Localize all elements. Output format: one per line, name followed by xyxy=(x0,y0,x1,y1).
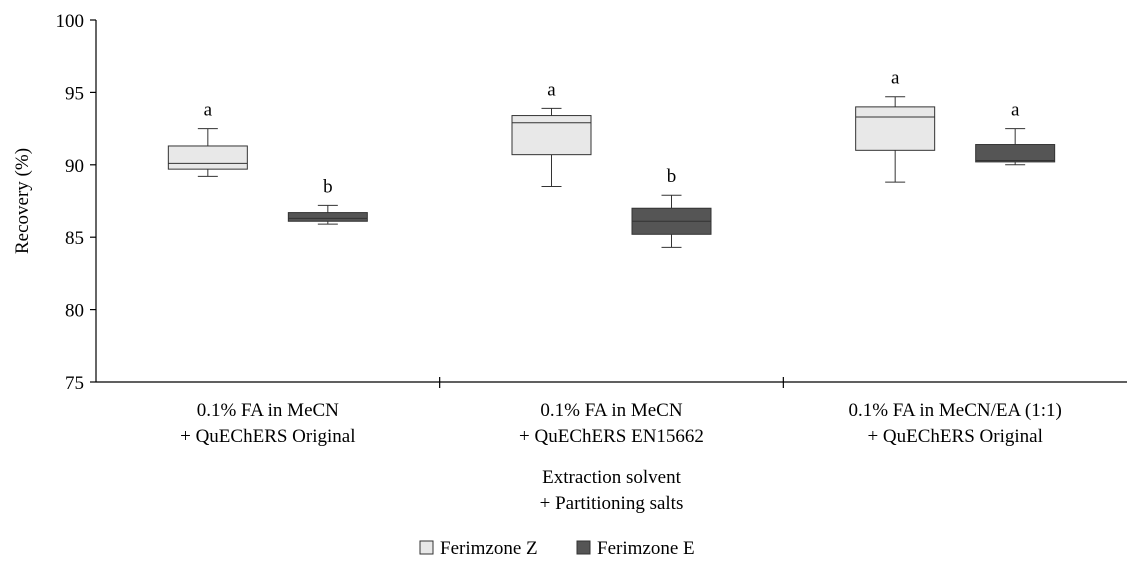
significance-letter: b xyxy=(323,176,333,197)
x-category-label: + QuEChERS EN15662 xyxy=(519,426,704,447)
legend-label: Ferimzone E xyxy=(597,538,695,559)
box-ferimzone-z: a xyxy=(511,79,592,188)
x-category-label: + QuEChERS Original xyxy=(180,426,355,447)
y-tick-label: 85 xyxy=(65,228,84,249)
y-tick-label: 95 xyxy=(65,83,84,104)
x-category-label: 0.1% FA in MeCN xyxy=(540,400,682,421)
box-iqr xyxy=(975,144,1056,163)
box-ferimzone-e: b xyxy=(631,166,712,248)
significance-letter: a xyxy=(891,68,900,89)
significance-letter: a xyxy=(204,100,213,121)
significance-letter: a xyxy=(1011,100,1020,121)
x-axis-title: Extraction solvent xyxy=(542,467,681,488)
box-ferimzone-z: a xyxy=(855,68,936,183)
y-tick-label: 90 xyxy=(65,156,84,177)
legend-label: Ferimzone Z xyxy=(440,538,538,559)
y-axis-title: Recovery (%) xyxy=(12,148,33,254)
x-axis-title: + Partitioning salts xyxy=(540,493,684,514)
legend-swatch xyxy=(419,540,434,555)
labels: Recovery (%) 0.1% FA in MeCN + QuEChERS Or… xyxy=(12,148,1062,514)
y-tick-label: 75 xyxy=(65,373,84,394)
box-ferimzone-e: a xyxy=(975,100,1056,166)
significance-letter: b xyxy=(667,166,677,187)
legend: Ferimzone Z Ferimzone E xyxy=(419,538,695,559)
axes: 75 80 85 90 95 100 xyxy=(56,11,1127,394)
boxes: a b a b a a xyxy=(167,68,1056,248)
box-ferimzone-z: a xyxy=(167,100,248,177)
x-category-label: 0.1% FA in MeCN/EA (1:1) xyxy=(848,400,1061,421)
legend-swatch xyxy=(576,540,591,555)
box-ferimzone-e: b xyxy=(287,176,368,225)
box-iqr xyxy=(855,106,936,151)
significance-letter: a xyxy=(547,79,556,100)
box-iqr xyxy=(287,212,368,222)
x-category-label: 0.1% FA in MeCN xyxy=(197,400,339,421)
box-iqr xyxy=(167,145,248,170)
legend-item: Ferimzone Z xyxy=(419,538,538,559)
legend-item: Ferimzone E xyxy=(576,538,695,559)
x-category-label: + QuEChERS Original xyxy=(867,426,1042,447)
box-iqr xyxy=(511,115,592,156)
y-tick-label: 80 xyxy=(65,301,84,322)
y-tick-label: 100 xyxy=(56,11,85,32)
